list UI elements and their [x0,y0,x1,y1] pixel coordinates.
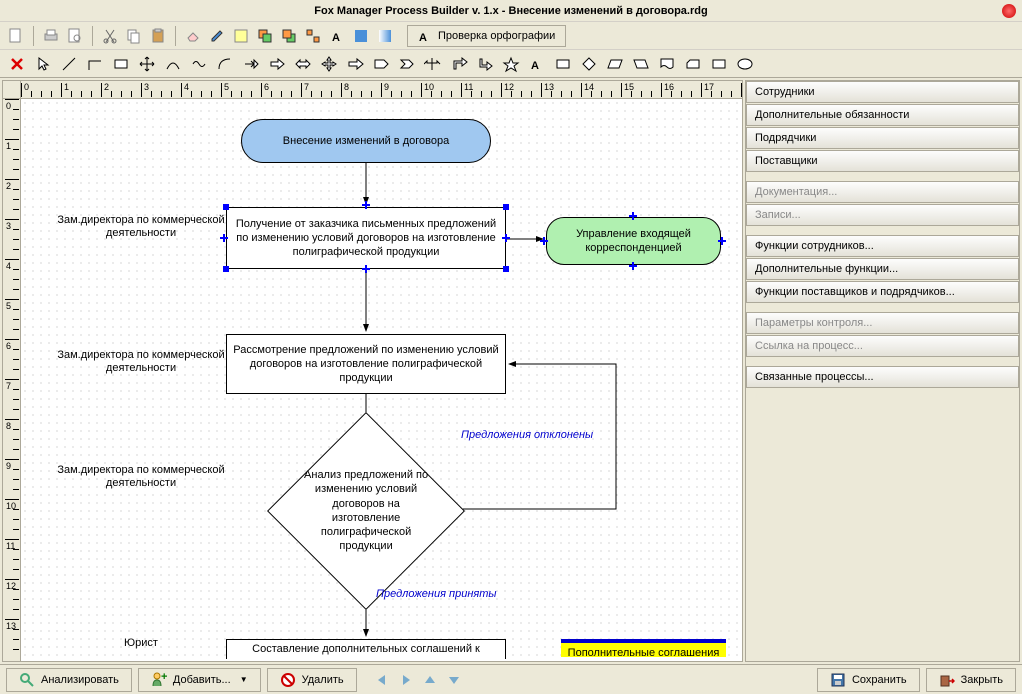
arrow-right-icon[interactable] [344,53,366,75]
window-title: Fox Manager Process Builder v. 1.x - Вне… [314,5,707,17]
ruler-vertical: 012345678910111213 [3,99,21,661]
cut-icon[interactable] [100,26,120,46]
delete-button[interactable]: Удалить [267,668,357,692]
sidepanel-item[interactable]: Параметры контроля... [746,312,1019,334]
color-icon[interactable] [351,26,371,46]
canvas[interactable]: Внесение изменений в договора Получение … [21,99,742,661]
new-icon[interactable] [6,26,26,46]
role-label: Зам.директора по коммерческой деятельнос… [51,349,231,375]
sidepanel-item[interactable]: Поставщики [746,150,1019,172]
text-icon[interactable]: A [327,26,347,46]
flowchart-start-node[interactable]: Внесение изменений в договора [241,119,491,163]
polyline-icon[interactable] [84,53,106,75]
flowchart-process-2[interactable]: Рассмотрение предложений по изменению ус… [226,334,506,394]
bring-front-icon[interactable] [255,26,275,46]
arrow-shape-icon[interactable] [266,53,288,75]
diamond-icon[interactable] [578,53,600,75]
star-icon[interactable] [500,53,522,75]
close-icon[interactable] [1002,4,1016,18]
bottom-bar: Анализировать + Добавить...▼ Удалить Сох… [0,664,1022,694]
quad-arrow-icon[interactable] [318,53,340,75]
flowchart-process-1[interactable]: Получение от заказчика письменных предло… [226,207,506,269]
role-label: Зам.директора по коммерческой деятельнос… [51,214,231,240]
canvas-wrap: 0123456789101112131415161718 01234567891… [2,80,743,662]
add-button[interactable]: + Добавить...▼ [138,668,261,692]
line-icon[interactable] [58,53,80,75]
sidepanel-item[interactable]: Дополнительные функции... [746,258,1019,280]
close-button[interactable]: Закрыть [926,668,1016,692]
paste-icon[interactable] [148,26,168,46]
ungroup-icon[interactable] [303,26,323,46]
rect2-icon[interactable] [552,53,574,75]
toolbar-shapes: A [0,50,1022,78]
erase-icon[interactable] [183,26,203,46]
wave-icon[interactable] [188,53,210,75]
analyze-button[interactable]: Анализировать [6,668,132,692]
flowchart-decision-node[interactable]: Анализ предложений по изменению условий … [296,441,436,581]
pointer-icon[interactable] [32,53,54,75]
role-label: Юрист [111,637,171,650]
sidepanel-item[interactable]: Дополнительные обязанности [746,104,1019,126]
pentagon-arrow-icon[interactable] [370,53,392,75]
rect-icon[interactable] [110,53,132,75]
arrow-icon[interactable] [240,53,262,75]
print-preview-icon[interactable] [65,26,85,46]
main-area: 0123456789101112131415161718 01234567891… [0,78,1022,664]
double-arrow-icon[interactable] [292,53,314,75]
role-label: Зам.директора по коммерческой деятельнос… [51,464,231,490]
pencil-icon[interactable] [207,26,227,46]
move-icon[interactable] [136,53,158,75]
flowchart-process-3[interactable]: Составление дополнительных соглашений к [226,639,506,659]
titlebar: Fox Manager Process Builder v. 1.x - Вне… [0,0,1022,22]
ellipse-icon[interactable] [734,53,756,75]
split-arrow-icon[interactable] [422,53,444,75]
document-icon[interactable] [656,53,678,75]
flowchart-reference-node[interactable]: Управление входящей корреспонденцией [546,217,721,265]
sidepanel-item[interactable]: Документация... [746,181,1019,203]
bent-arrow-icon[interactable] [474,53,496,75]
nav-down-icon[interactable] [443,669,465,691]
rect3-icon[interactable] [708,53,730,75]
svg-text:A: A [332,32,340,44]
svg-text:A: A [531,60,539,72]
flowchart-highlight-node[interactable]: Пополнительные соглашения [561,639,726,657]
print-icon[interactable] [41,26,61,46]
text-shape-icon[interactable]: A [526,53,548,75]
arc-icon[interactable] [214,53,236,75]
delete-shape-icon[interactable] [6,53,28,75]
sidepanel-item[interactable]: Функции сотрудников... [746,235,1019,257]
ruler-corner [3,81,21,99]
nav-left-icon[interactable] [371,669,393,691]
gradient-icon[interactable] [375,26,395,46]
copy-icon[interactable] [124,26,144,46]
svg-text:+: + [161,672,167,683]
curve-icon[interactable] [162,53,184,75]
fill-icon[interactable] [231,26,251,46]
sidepanel-item[interactable]: Записи... [746,204,1019,226]
save-button[interactable]: Сохранить [817,668,920,692]
side-panel: СотрудникиДополнительные обязанностиПодр… [745,80,1020,662]
parallelogram2-icon[interactable] [630,53,652,75]
sidepanel-item[interactable]: Подрядчики [746,127,1019,149]
sidepanel-item[interactable]: Сотрудники [746,81,1019,103]
spellcheck-label: Проверка орфографии [438,30,555,42]
edge-label-accepted: Предложения приняты [376,588,497,600]
nav-right-icon[interactable] [395,669,417,691]
nav-up-icon[interactable] [419,669,441,691]
toolbar-main: A A Проверка орфографии [0,22,1022,50]
spellcheck-button[interactable]: A Проверка орфографии [407,25,566,47]
edge-label-rejected: Предложения отклонены [461,429,593,441]
send-back-icon[interactable] [279,26,299,46]
chevron-icon[interactable] [396,53,418,75]
nav-arrows [371,669,465,691]
corner-arrow-icon[interactable] [448,53,470,75]
sidepanel-item[interactable]: Связанные процессы... [746,366,1019,388]
card-icon[interactable] [682,53,704,75]
sidepanel-item[interactable]: Ссылка на процесс... [746,335,1019,357]
svg-text:A: A [419,32,427,43]
parallelogram-icon[interactable] [604,53,626,75]
sidepanel-item[interactable]: Функции поставщиков и подрядчиков... [746,281,1019,303]
ruler-horizontal: 0123456789101112131415161718 [21,81,742,99]
